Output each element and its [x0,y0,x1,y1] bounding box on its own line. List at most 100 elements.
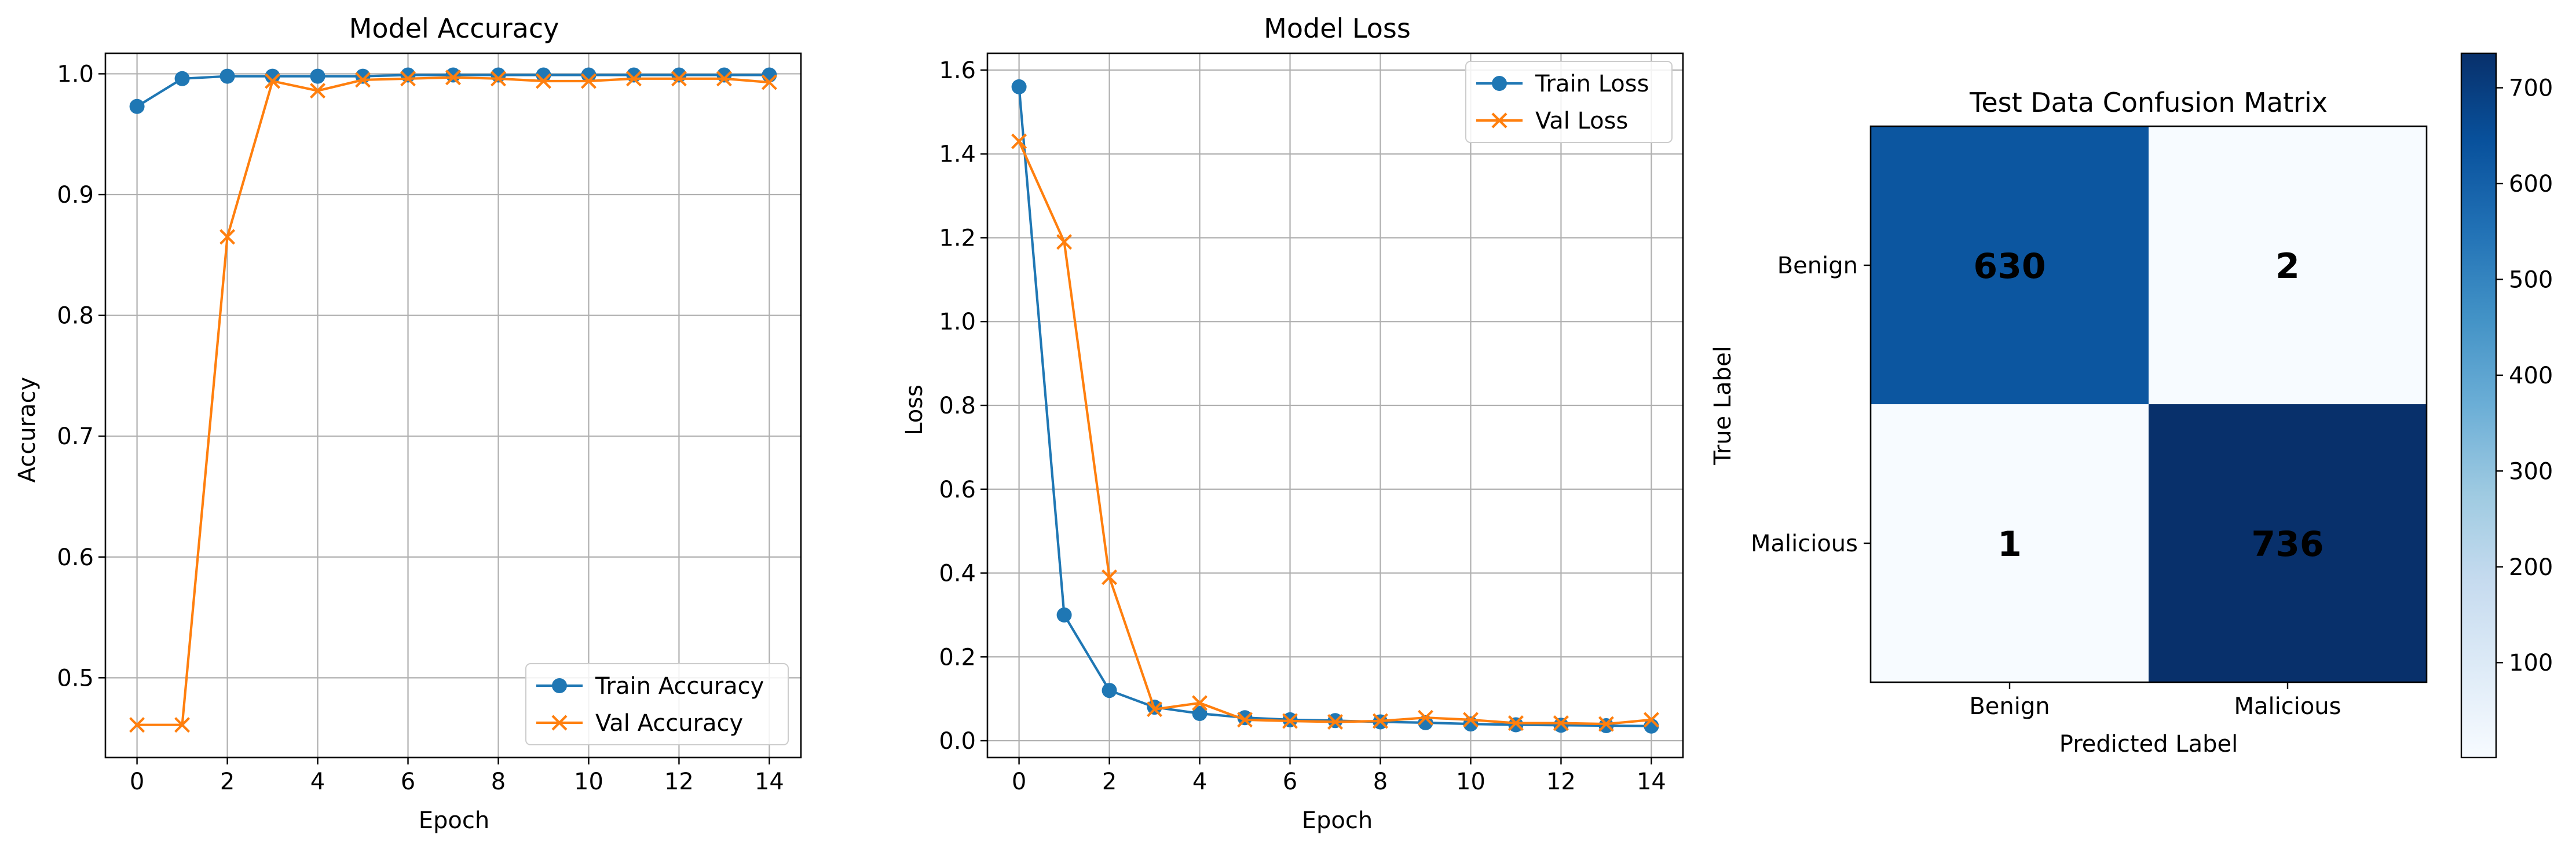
loss-data-point [1102,569,1118,585]
confusion-matrix-title: Test Data Confusion Matrix [1969,87,2328,118]
colorbar-tick-label: 400 [2509,363,2553,389]
loss-x-axis-label: Epoch [1302,807,1373,834]
accuracy-x-tick-label: 14 [755,769,784,795]
accuracy-x-tick-label: 10 [574,769,603,795]
accuracy-data-point [265,73,281,89]
confusion-matrix-y-tick-label: Benign [1777,252,1858,279]
loss-data-point [1011,79,1027,94]
loss-y-tick-label: 1.0 [939,309,976,335]
loss-data-point [1507,715,1524,731]
colorbar-tick-label: 500 [2509,266,2553,293]
loss-data-point [1056,234,1073,250]
colorbar-gradient [2460,52,2497,759]
colorbar-tick-label: 100 [2509,650,2553,676]
accuracy-data-point [355,72,371,88]
accuracy-x-tick-label: 8 [491,769,506,795]
loss-y-tick-label: 1.6 [939,57,976,84]
accuracy-legend-label: Train Accuracy [595,673,764,700]
loss-data-point [1327,713,1343,730]
accuracy-data-point [580,73,597,89]
loss-legend-label: Train Loss [1535,71,1649,97]
loss-legend-marker [1491,112,1507,129]
loss-chart: Model Loss Epoch Loss 0 2 4 6 8 10 12 14 0.0 0.2 0… [901,13,1684,834]
confusion-matrix-x-tick-label: Malicious [2234,693,2341,720]
accuracy-data-point [445,69,461,86]
accuracy-data-point [174,717,191,733]
accuracy-x-axis-label: Epoch [419,807,489,834]
loss-data-point [1192,695,1208,711]
accuracy-data-point [491,71,506,87]
accuracy-data-point [716,71,732,87]
loss-x-tick-label: 2 [1102,769,1117,795]
loss-legend-label: Val Loss [1535,108,1628,134]
accuracy-y-axis-label: Accuracy [14,377,41,483]
loss-x-tick-label: 0 [1012,769,1026,795]
loss-x-tick-label: 14 [1637,769,1666,795]
loss-x-tick-label: 8 [1373,769,1388,795]
accuracy-x-tick-label: 12 [664,769,694,795]
accuracy-data-point [129,98,145,114]
accuracy-chart-title: Model Accuracy [349,13,559,44]
accuracy-legend-label: Val Accuracy [595,710,743,737]
accuracy-data-point [445,67,461,83]
accuracy-data-point [762,67,777,83]
loss-y-tick-label: 1.4 [939,141,976,168]
confusion-matrix-y-axis-label: True Label [1710,346,1736,466]
accuracy-y-tick-label: 0.6 [57,544,94,571]
loss-data-point [1282,713,1298,729]
accuracy-data-point [219,229,236,245]
colorbar-tick-label: 700 [2509,75,2553,102]
accuracy-y-tick-label: 1.0 [57,61,94,87]
accuracy-legend-box [525,663,789,745]
loss-x-tick-label: 6 [1283,769,1297,795]
confusion-matrix-frame [1869,125,2428,683]
loss-y-tick-label: 0.8 [939,393,976,419]
loss-data-point [1102,683,1117,698]
accuracy-x-tick-label: 2 [220,769,235,795]
loss-data-point [1643,712,1659,728]
confusion-matrix-cell-value: 630 [1973,246,2046,287]
confusion-matrix-cell-value: 1 [1997,524,2022,565]
loss-data-point [1553,715,1569,731]
accuracy-data-point [310,83,326,99]
accuracy-data-point [219,68,235,84]
loss-data-point [1553,718,1569,733]
loss-legend: Train Loss Val Loss [1465,61,1673,143]
loss-x-tick-label: 12 [1546,769,1576,795]
loss-chart-title: Model Loss [1264,13,1411,44]
loss-data-point [1147,701,1163,718]
confusion-matrix-x-tick-label: Benign [1969,693,2050,720]
accuracy-data-point [671,71,687,87]
loss-y-tick-label: 1.2 [939,225,976,251]
accuracy-y-tick-label: 0.7 [57,423,94,450]
accuracy-x-tick-label: 0 [130,769,144,795]
loss-data-point [1417,709,1433,726]
confusion-matrix-cell [2149,404,2427,682]
accuracy-data-point [761,74,777,90]
accuracy-data-point [625,71,642,87]
confusion-matrix-cell [1871,126,2149,404]
loss-data-point [1192,706,1208,721]
colorbar-tick-label: 600 [2509,171,2553,197]
accuracy-data-point [129,717,145,733]
loss-y-tick-label: 0.0 [939,728,976,755]
loss-data-point [1598,716,1614,732]
accuracy-data-point [535,73,551,89]
accuracy-y-tick-label: 0.9 [57,182,94,208]
accuracy-data-point [174,71,190,86]
loss-x-tick-label: 10 [1456,769,1485,795]
accuracy-axes-frame [104,52,802,759]
loss-legend-marker [1492,76,1507,91]
confusion-matrix-y-tick-label: Malicious [1751,530,1858,557]
accuracy-legend: Train Accuracy Val Accuracy [525,663,789,745]
loss-legend-box [1465,61,1673,143]
confusion-matrix-x-axis-label: Predicted Label [2059,731,2238,757]
accuracy-x-tick-label: 4 [310,769,325,795]
accuracy-x-tick-label: 6 [401,769,415,795]
loss-data-point [1056,607,1072,623]
colorbar: 100 200 300 400 500 600 700 [2460,52,2553,759]
loss-data-point [1011,133,1027,149]
accuracy-data-point [265,68,280,84]
confusion-matrix: Test Data Confusion Matrix Predicted Lab… [1710,87,2428,757]
